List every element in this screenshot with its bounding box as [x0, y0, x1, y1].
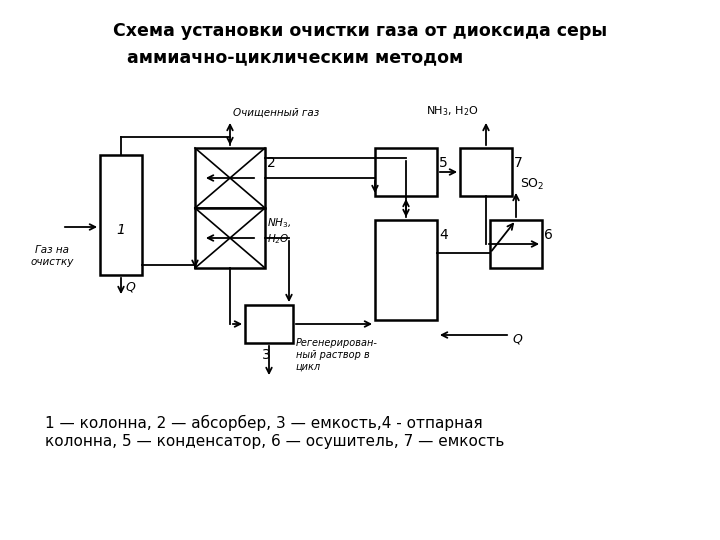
Text: 3: 3	[261, 348, 271, 362]
Bar	[195, 208, 265, 268]
Text: Очищенный газ: Очищенный газ	[233, 108, 319, 118]
Text: SO$_2$: SO$_2$	[520, 177, 544, 192]
Text: 1: 1	[117, 223, 125, 237]
Bar	[100, 155, 142, 275]
Text: 2: 2	[267, 156, 276, 170]
Text: Q: Q	[125, 280, 135, 293]
Text: Регенерирован-
ный раствор в
цикл: Регенерирован- ный раствор в цикл	[296, 338, 378, 371]
Text: Схема установки очистки газа от диоксида серы: Схема установки очистки газа от диоксида…	[113, 22, 607, 40]
Bar	[195, 148, 265, 208]
Text: 7: 7	[514, 156, 523, 170]
Text: 5: 5	[439, 156, 448, 170]
Bar	[490, 220, 542, 268]
Bar	[245, 305, 293, 343]
Text: NH$_3$, H$_2$O: NH$_3$, H$_2$O	[426, 104, 479, 118]
Text: 1 — колонна, 2 — абсорбер, 3 — емкость,4 - отпарная
колонна, 5 — конденсатор, 6 : 1 — колонна, 2 — абсорбер, 3 — емкость,4…	[45, 415, 505, 449]
Text: Q: Q	[512, 332, 522, 345]
Bar	[375, 220, 437, 320]
Text: Газ на
очистку: Газ на очистку	[30, 245, 73, 267]
Bar	[460, 148, 512, 196]
Text: аммиачно-циклическим методом: аммиачно-циклическим методом	[127, 48, 463, 66]
Text: 4: 4	[439, 228, 448, 242]
Text: 6: 6	[544, 228, 553, 242]
Bar	[375, 148, 437, 196]
Text: NH$_3$,
H$_2$O: NH$_3$, H$_2$O	[267, 216, 292, 246]
